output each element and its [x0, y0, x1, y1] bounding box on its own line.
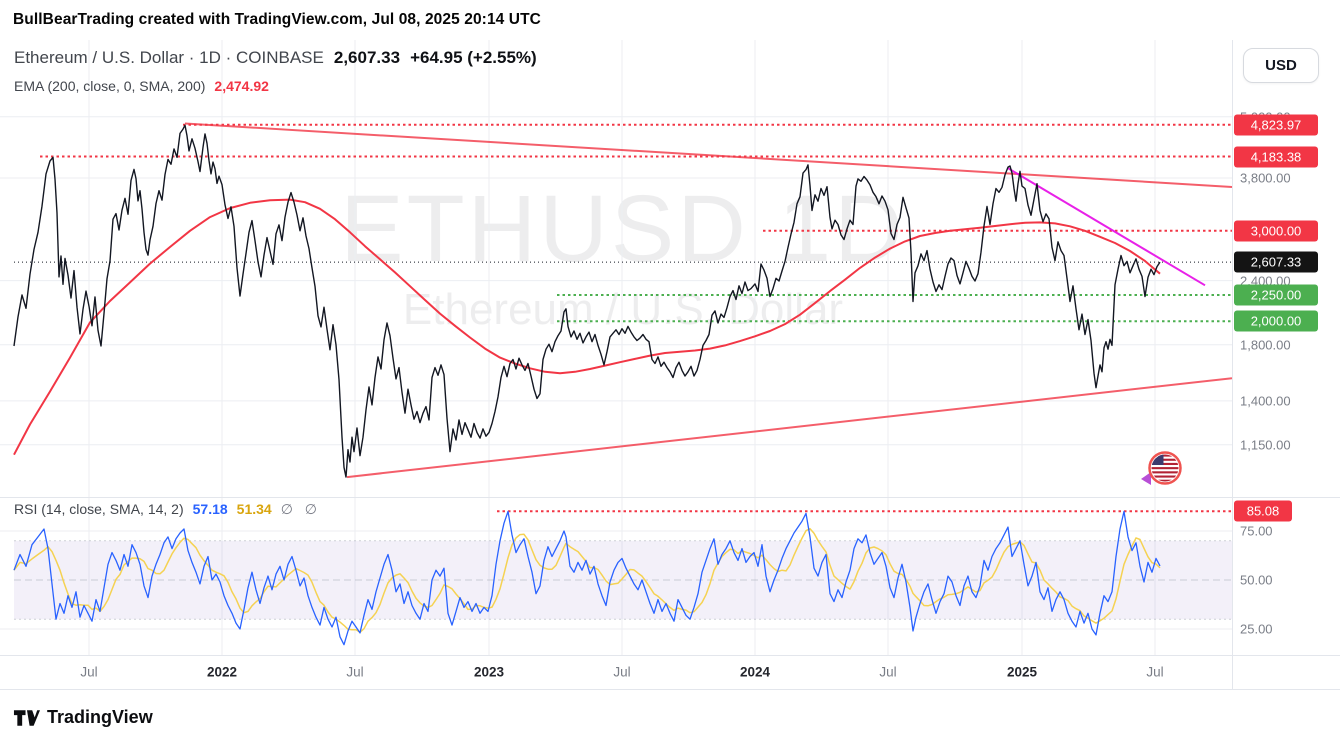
tradingview-brand-text: TradingView: [47, 707, 153, 727]
tradingview-brand-link[interactable]: TradingView: [13, 707, 153, 728]
rsi-value: 57.18: [192, 501, 228, 517]
tradingview-logo-icon: [13, 709, 40, 726]
ema-label[interactable]: EMA (200, close, 0, SMA, 200): [14, 78, 206, 94]
currency-toggle-button[interactable]: USD: [1243, 48, 1319, 83]
chart-canvas[interactable]: [0, 40, 1340, 690]
price-line-series[interactable]: [13, 124, 1161, 478]
time-axis-separator: [0, 655, 1340, 656]
last-price: 2,607.33: [333, 48, 401, 67]
rsi-indicator-legend[interactable]: RSI (14, close, SMA, 14, 2) 57.18 51.34 …: [14, 501, 321, 518]
rsi-sma-value: 51.34: [236, 501, 272, 517]
rsi-line-series[interactable]: [13, 510, 1161, 646]
rsi-hidden-bands: ∅ ∅: [280, 501, 321, 517]
ema-line-series[interactable]: [13, 198, 1161, 456]
marker-pin-icon: [1141, 472, 1151, 485]
price-axis-separator: [1232, 40, 1233, 690]
trendline-ascending-support[interactable]: [346, 377, 1232, 479]
us-flag-icon: [1151, 454, 1179, 482]
rsi-label[interactable]: RSI (14, close, SMA, 14, 2): [14, 501, 184, 517]
ema-indicator-legend[interactable]: EMA (200, close, 0, SMA, 200) 2,474.92: [14, 78, 269, 94]
symbol-legend[interactable]: Ethereum / U.S. Dollar · 1D · COINBASE 2…: [14, 48, 537, 68]
ema-value: 2,474.92: [214, 78, 269, 94]
snapshot-title: BullBearTrading created with TradingView…: [13, 11, 541, 28]
snapshot-header: BullBearTrading created with TradingView…: [0, 0, 1340, 40]
chart-bottom-border: [0, 689, 1340, 690]
footer: TradingView: [0, 690, 1340, 745]
trendline-descending-resistance[interactable]: [184, 122, 1232, 188]
rsi-sma-line-series[interactable]: [13, 527, 1161, 634]
pane-separator[interactable]: [0, 497, 1340, 498]
price-change: +64.95 (+2.55%): [410, 48, 537, 67]
chart-region[interactable]: ETHUSD 1D Ethereum / U.S. Dollar Ethereu…: [0, 40, 1340, 690]
trendline-short-term-downtrend[interactable]: [1007, 167, 1206, 287]
us-flag-marker[interactable]: [1139, 446, 1187, 492]
symbol-description[interactable]: Ethereum / U.S. Dollar · 1D · COINBASE: [14, 48, 324, 67]
